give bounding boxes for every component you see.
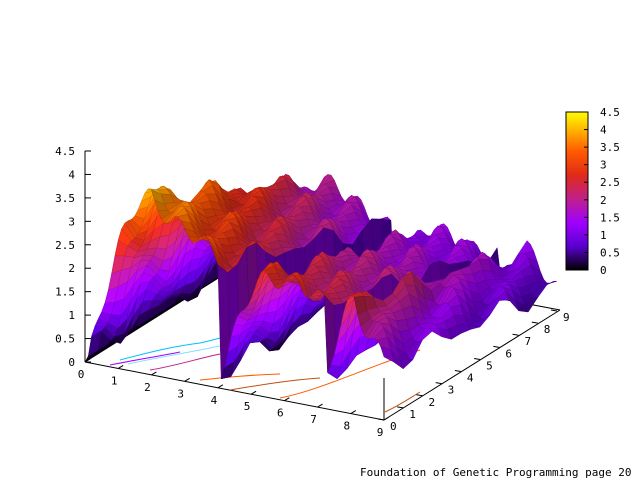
y-tick-label: 0 xyxy=(390,420,397,433)
y-tick-mark xyxy=(550,309,558,312)
colorbar-tick-label: 1.5 xyxy=(600,211,620,224)
colorbar-tick-label: 3 xyxy=(600,159,607,172)
y-tick-label: 2 xyxy=(428,396,435,409)
x-tick-mark xyxy=(184,377,190,382)
x-tick-mark xyxy=(317,403,323,408)
y-tick-label: 4 xyxy=(467,372,474,385)
x-tick-label: 2 xyxy=(144,381,151,394)
z-tick-label: 4 xyxy=(68,168,75,181)
y-tick-mark xyxy=(416,394,423,397)
y-tick-mark xyxy=(454,370,461,373)
y-tick-label: 5 xyxy=(486,359,493,372)
page-caption: Foundation of Genetic Programming page 2… xyxy=(360,466,632,479)
x-tick-label: 0 xyxy=(78,368,85,381)
z-tick-label: 2.5 xyxy=(55,239,75,252)
z-tick-label: 0.5 xyxy=(55,333,75,346)
colorbar-tick-label: 2.5 xyxy=(600,176,620,189)
y-tick-label: 9 xyxy=(563,311,570,324)
x-tick-label: 1 xyxy=(111,374,118,387)
z-tick-label: 3 xyxy=(68,215,75,228)
surface-mesh xyxy=(84,173,558,380)
y-tick-mark xyxy=(493,345,500,348)
colorbar-tick-label: 0 xyxy=(600,264,607,277)
y-tick-mark xyxy=(474,357,481,360)
x-tick-mark xyxy=(117,365,124,369)
x-tick-label: 8 xyxy=(343,420,350,433)
z-tick-label: 0 xyxy=(68,356,75,369)
x-tick-mark xyxy=(217,384,224,389)
y-tick-mark xyxy=(435,382,442,385)
z-axis-ticks: 0 0.5 1 1.5 2 2.5 3 3.5 4 4.5 xyxy=(55,145,91,369)
z-tick-label: 4.5 xyxy=(55,145,75,158)
colorbar xyxy=(565,111,589,271)
z-tick-label: 2 xyxy=(68,262,75,275)
z-tick-label: 1.5 xyxy=(55,286,75,299)
y-tick-label: 6 xyxy=(505,347,512,360)
surface-cell xyxy=(380,346,394,363)
colorbar-tick-label: 4 xyxy=(600,124,607,137)
x-tick-mark xyxy=(383,416,390,421)
x-tick-label: 5 xyxy=(244,400,251,413)
colorbar-tick-label: 3.5 xyxy=(600,141,620,154)
colorbar-tick-label: 0.5 xyxy=(600,246,620,259)
y-tick-mark xyxy=(531,321,538,324)
x-tick-label: 7 xyxy=(310,413,317,426)
colorbar-tick-label: 2 xyxy=(600,194,607,207)
x-tick-mark xyxy=(284,397,290,402)
x-tick-mark xyxy=(84,358,91,363)
y-tick-label: 7 xyxy=(525,335,532,348)
colorbar-tick-label: 1 xyxy=(600,229,607,242)
x-tick-mark xyxy=(350,410,357,414)
colorbar-ticks: 0 0.5 1 1.5 2 2.5 3 3.5 4 4.5 xyxy=(584,106,620,277)
x-tick-label: 9 xyxy=(377,426,384,439)
y-tick-label: 3 xyxy=(448,384,455,397)
x-tick-mark xyxy=(250,390,257,395)
x-tick-mark xyxy=(151,371,157,376)
x-tick-label: 3 xyxy=(177,387,184,400)
z-tick-label: 3.5 xyxy=(55,192,75,205)
colorbar-tick-label: 4.5 xyxy=(600,106,620,119)
y-tick-label: 1 xyxy=(409,408,416,421)
x-axis-ticks: 0 1 2 3 4 5 6 7 8 9 xyxy=(78,358,390,439)
z-tick-label: 1 xyxy=(68,309,75,322)
x-tick-label: 6 xyxy=(277,407,284,420)
y-tick-mark xyxy=(377,418,385,421)
y-tick-label: 8 xyxy=(544,323,551,336)
y-tick-mark xyxy=(397,406,404,409)
y-tick-mark xyxy=(512,333,519,336)
x-tick-label: 4 xyxy=(211,394,218,407)
